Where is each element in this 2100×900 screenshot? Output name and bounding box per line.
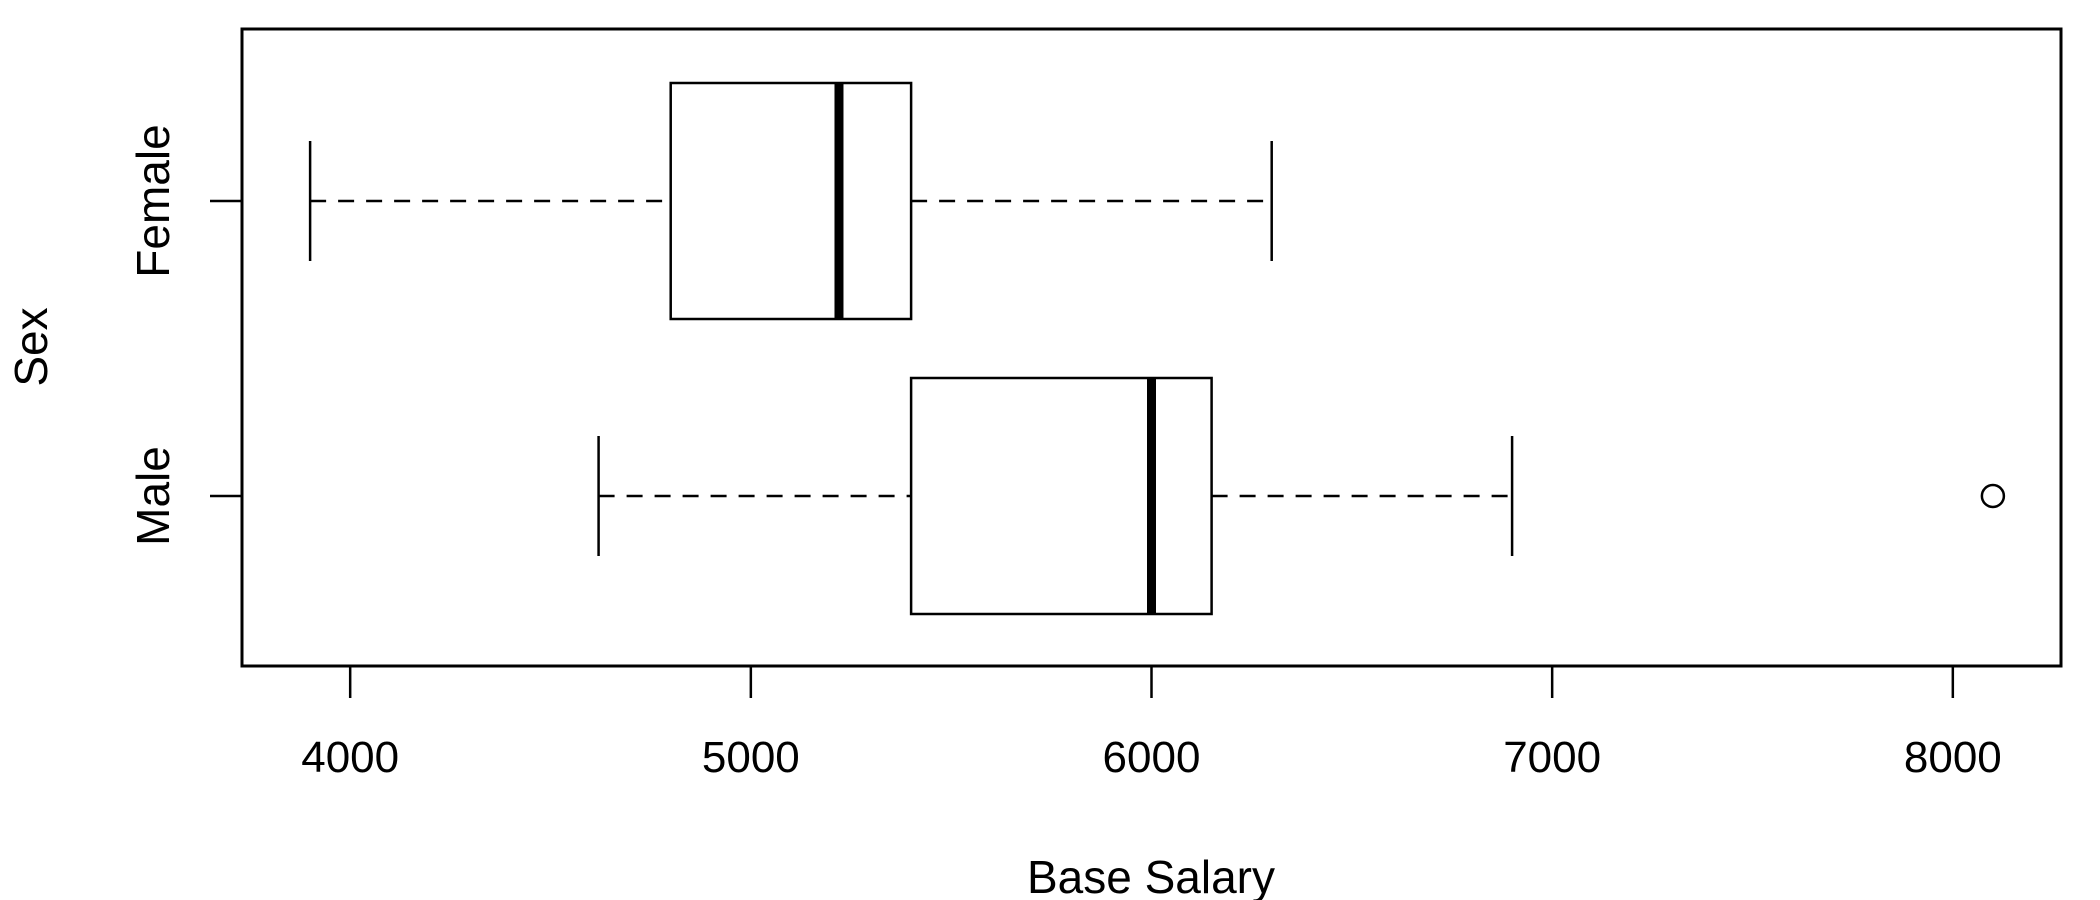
box-male — [909, 376, 1213, 616]
boxes-layer — [308, 81, 2006, 616]
x-axis-title: Base Salary — [1027, 851, 1275, 900]
box-group-female — [308, 81, 1273, 321]
x-axis: 4000 5000 6000 7000 8000 — [301, 666, 2002, 782]
x-tick-label-4000: 4000 — [301, 733, 399, 782]
x-tick-label-6000: 6000 — [1103, 733, 1201, 782]
y-axis: Female Male — [127, 124, 242, 546]
y-axis-title: Sex — [5, 307, 57, 386]
x-tick-label-8000: 8000 — [1904, 733, 2002, 782]
x-tick-label-7000: 7000 — [1503, 733, 1601, 782]
y-tick-label-female: Female — [127, 124, 179, 277]
y-tick-label-male: Male — [127, 446, 179, 546]
outlier-point-male-0 — [1980, 483, 2006, 509]
box-female — [669, 81, 913, 321]
box-group-male — [597, 376, 2006, 616]
x-tick-label-5000: 5000 — [702, 733, 800, 782]
